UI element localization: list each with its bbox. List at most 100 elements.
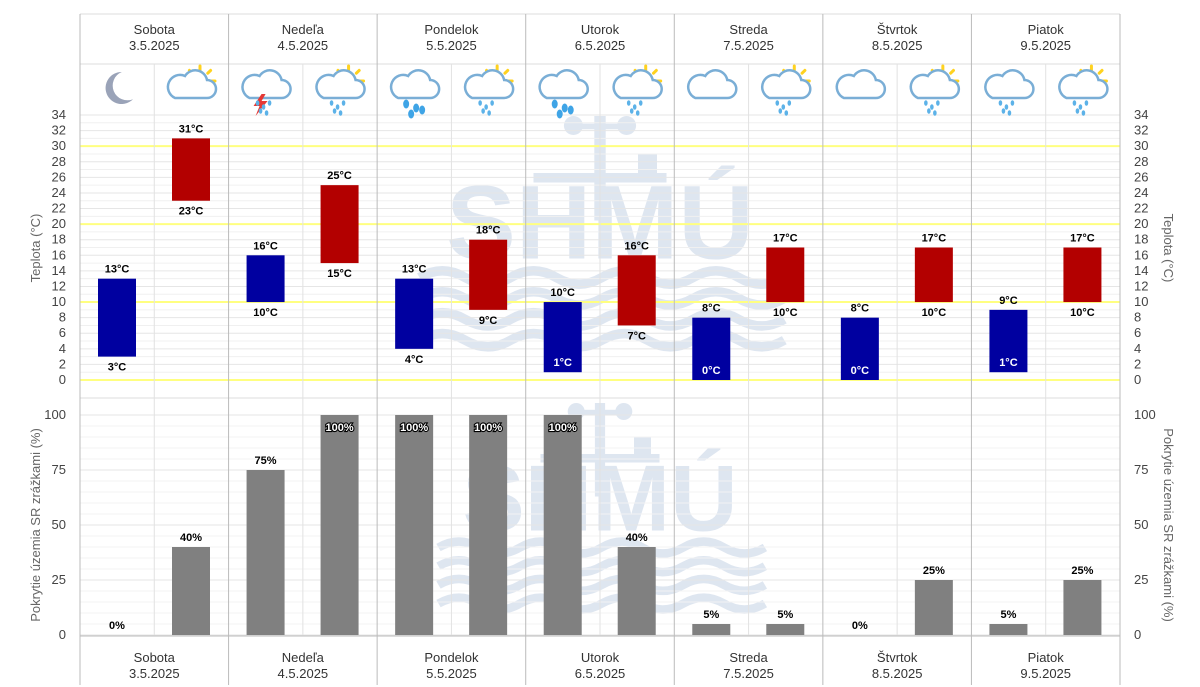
night-temperature-bar xyxy=(98,278,136,357)
day-name-bottom: Nedeľa xyxy=(282,650,325,665)
sun-cloud-rain-icon xyxy=(612,64,663,116)
temperature-tick-label-right: 0 xyxy=(1134,372,1141,387)
temperature-tick-label-right: 30 xyxy=(1134,138,1148,153)
day-date-top: 6.5.2025 xyxy=(575,38,626,53)
temperature-min-label: 3°C xyxy=(108,362,127,374)
temperature-tick-label-right: 20 xyxy=(1134,216,1148,231)
temperature-max-label: 17°C xyxy=(773,233,798,245)
moon-cloud-icon xyxy=(686,69,738,100)
precipitation-value-label: 5% xyxy=(703,609,719,621)
precipitation-tick-label-left: 100 xyxy=(44,407,66,422)
precipitation-value-label: 5% xyxy=(1000,609,1016,621)
temperature-max-label: 13°C xyxy=(402,264,427,276)
temperature-tick-label-right: 16 xyxy=(1134,247,1148,262)
sun-cloud-rain-icon xyxy=(315,64,366,116)
day-precipitation-bar xyxy=(172,547,210,635)
temperature-max-label: 16°C xyxy=(253,240,278,252)
night-precipitation-bar xyxy=(395,415,434,635)
temperature-tick-label-left: 16 xyxy=(52,247,66,262)
temperature-min-label: 9°C xyxy=(479,315,498,327)
temperature-max-label: 25°C xyxy=(327,170,352,182)
temperature-min-label: 10°C xyxy=(773,307,798,319)
day-date-bottom: 6.5.2025 xyxy=(575,666,626,681)
day-temperature-bar xyxy=(617,255,656,326)
temperature-tick-label-right: 8 xyxy=(1134,310,1141,325)
moon-cloud-rain-icon xyxy=(984,69,1035,116)
temperature-tick-label-left: 12 xyxy=(52,278,66,293)
thunderstorm-icon xyxy=(241,69,292,116)
day-date-top: 8.5.2025 xyxy=(872,38,923,53)
day-temperature-bar xyxy=(469,239,508,310)
temperature-max-label: 8°C xyxy=(851,303,870,315)
temperature-min-label: 23°C xyxy=(179,206,204,218)
night-temperature-bar xyxy=(395,278,434,349)
day-name-top: Štvrtok xyxy=(877,22,918,37)
day-name-top: Piatok xyxy=(1028,22,1065,37)
night-precipitation-bar xyxy=(246,470,285,635)
temperature-tick-label-left: 14 xyxy=(52,263,66,278)
day-precipitation-bar xyxy=(320,415,359,635)
temperature-tick-label-left: 24 xyxy=(52,185,66,200)
night-temperature-bar xyxy=(692,317,731,380)
precipitation-tick-label-right: 25 xyxy=(1134,572,1148,587)
cloud-rain-icon xyxy=(389,69,441,119)
temperature-tick-label-left: 4 xyxy=(59,341,66,356)
precipitation-tick-label-right: 0 xyxy=(1134,627,1141,642)
day-temperature-bar xyxy=(172,138,210,201)
day-name-top: Sobota xyxy=(134,22,176,37)
temperature-tick-label-right: 10 xyxy=(1134,294,1148,309)
temperature-tick-label-left: 2 xyxy=(59,356,66,371)
temperature-max-label: 13°C xyxy=(105,264,130,276)
temperature-min-label: 1°C xyxy=(999,357,1018,369)
temperature-max-label: 16°C xyxy=(624,240,649,252)
temperature-tick-label-right: 4 xyxy=(1134,341,1141,356)
day-temperature-bar xyxy=(766,247,805,303)
temperature-max-label: 8°C xyxy=(702,303,721,315)
day-name-bottom: Piatok xyxy=(1028,650,1065,665)
sun-cloud-icon xyxy=(166,64,218,100)
day-temperature-bar xyxy=(914,247,953,303)
day-precipitation-bar xyxy=(766,624,805,635)
night-temperature-bar xyxy=(543,302,582,373)
temperature-tick-label-left: 6 xyxy=(59,325,66,340)
temperature-tick-label-left: 34 xyxy=(52,107,66,122)
day-dividers xyxy=(79,14,1121,685)
temperature-tick-label-right: 14 xyxy=(1134,263,1148,278)
sun-cloud-rain-icon xyxy=(760,64,812,116)
precipitation-value-label: 100% xyxy=(549,422,577,434)
cloud-icon xyxy=(835,69,887,100)
day-date-bottom: 9.5.2025 xyxy=(1020,666,1071,681)
night-temperature-bar xyxy=(840,317,879,380)
sun-cloud-rain-icon xyxy=(1058,64,1109,116)
day-date-top: 3.5.2025 xyxy=(129,38,180,53)
day-date-bottom: 7.5.2025 xyxy=(723,666,774,681)
temperature-tick-label-right: 6 xyxy=(1134,325,1141,340)
temperature-axis-title-left: Teplota (°C) xyxy=(28,214,43,283)
day-date-bottom: 3.5.2025 xyxy=(129,666,180,681)
sun-cloud-rain-icon xyxy=(909,64,961,116)
temperature-min-label: 0°C xyxy=(851,365,870,377)
temperature-tick-label-left: 26 xyxy=(52,169,66,184)
temperature-tick-label-right: 2 xyxy=(1134,356,1141,371)
day-name-bottom: Sobota xyxy=(134,650,176,665)
day-temperature-bar xyxy=(320,185,359,264)
temperature-max-label: 9°C xyxy=(999,295,1018,307)
temperature-tick-label-right: 22 xyxy=(1134,201,1148,216)
precipitation-value-label: 25% xyxy=(923,565,945,577)
precipitation-bars: 0% 75% 100% 100% 5% 0% 5% 40% 100% 100% 40% 5% 25% 25… xyxy=(109,415,1102,635)
temperature-tick-label-right: 24 xyxy=(1134,185,1148,200)
temperature-tick-label-left: 32 xyxy=(52,123,66,138)
temperature-tick-label-right: 12 xyxy=(1134,278,1148,293)
sun-cloud-rain-icon xyxy=(463,64,515,116)
day-temperature-bar xyxy=(1063,247,1102,303)
temperature-tick-label-left: 28 xyxy=(52,154,66,169)
temperature-min-label: 0°C xyxy=(702,365,721,377)
temperature-max-label: 18°C xyxy=(476,225,501,237)
night-precipitation-bar xyxy=(989,624,1028,635)
precipitation-axis: 0 0 25 25 50 50 75 75 100 100 xyxy=(44,407,1155,642)
temperature-tick-label-left: 22 xyxy=(52,201,66,216)
precipitation-value-label: 75% xyxy=(255,455,277,467)
